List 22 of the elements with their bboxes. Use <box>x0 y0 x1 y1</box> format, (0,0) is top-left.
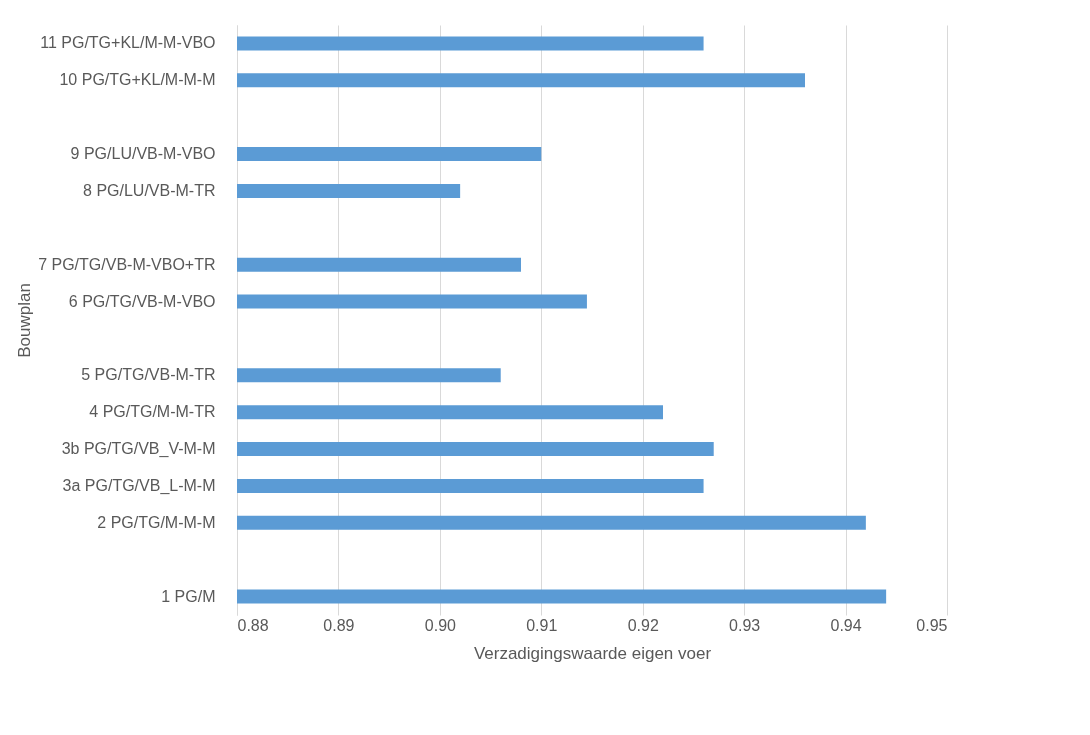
x-tick-label: 0.93 <box>729 616 761 634</box>
y-tick-label: 4 PG/TG/M-M-TR <box>89 403 216 421</box>
y-tick-label: 5 PG/TG/VB-M-TR <box>81 366 216 384</box>
x-axis-title: Verzadigingswaarde eigen voer <box>473 643 712 663</box>
y-tick-label: 6 PG/TG/VB-M-VBO <box>68 292 216 310</box>
x-tick-label: 0.95 <box>916 616 948 634</box>
x-tick-label: 0.92 <box>627 616 659 634</box>
y-tick-label: 3b PG/TG/VB_V-M-M <box>61 440 216 459</box>
y-tick-label: 9 PG/LU/VB-M-VBO <box>70 145 216 163</box>
y-tick-label: 10 PG/TG+KL/M-M-M <box>59 71 216 89</box>
x-tick-label: 0.91 <box>526 616 558 634</box>
x-tick-label: 0.89 <box>323 616 355 634</box>
y-tick-label: 8 PG/LU/VB-M-TR <box>83 181 216 199</box>
y-tick-label: 11 PG/TG+KL/M-M-VBO <box>40 34 216 52</box>
x-tick-label: 0.88 <box>237 616 269 634</box>
x-tick-label: 0.94 <box>830 616 862 634</box>
x-tick-label: 0.90 <box>424 616 457 634</box>
y-axis-title: Bouwplan <box>15 283 35 358</box>
y-tick-label: 2 PG/TG/M-M-M <box>97 513 216 531</box>
y-tick-label: 1 PG/M <box>161 587 216 605</box>
y-tick-label: 7 PG/TG/VB-M-VBO+TR <box>38 255 216 273</box>
y-tick-label: 3a PG/TG/VB_L-M-M <box>62 476 216 495</box>
